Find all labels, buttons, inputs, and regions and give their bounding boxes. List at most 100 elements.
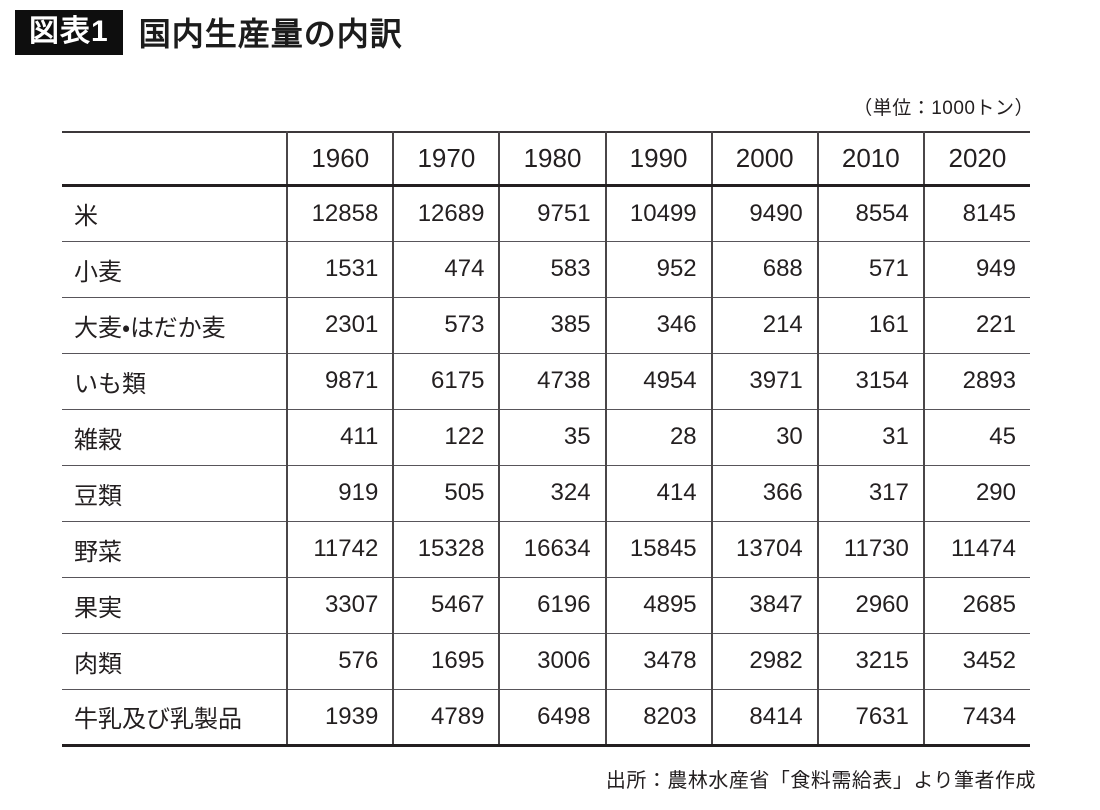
table-body: 米 12858 12689 9751 10499 9490 8554 8145 小麦 1531 47… [62,185,1030,745]
value-cell: 11742 [286,521,394,577]
value-cell: 30 [710,409,818,465]
value-cell: 11730 [816,521,924,577]
value-cell: 317 [816,465,924,521]
row-label: 小麦 [74,258,122,286]
row-label: 牛乳及び乳製品 [74,706,242,733]
value-cell: 11474 [922,521,1030,577]
value-cell: 949 [922,241,1030,297]
figure-number-badge: 図表1 [15,9,123,55]
corner-cell [62,132,288,187]
value-cell: 161 [816,297,924,353]
table-row: 野菜 11742 15328 16634 15845 13704 11730 11474 [62,521,1030,577]
value-cell: 474 [392,241,500,297]
value-cell: 8554 [816,185,924,241]
row-label: 野菜 [74,538,122,566]
row-label: 大麦・はだか麦 [74,314,226,342]
value-cell: 6175 [392,353,500,409]
table-row: 果実 3307 5467 6196 4895 3847 2960 2685 [62,577,1030,633]
value-cell: 12858 [286,185,394,241]
value-cell: 411 [286,409,394,465]
value-cell: 3307 [286,577,394,633]
value-cell: 919 [286,465,394,521]
value-cell: 414 [604,465,712,521]
value-cell: 15328 [392,521,500,577]
value-cell: 31 [816,409,924,465]
value-cell: 35 [498,409,606,465]
table-header: 1960 1970 1980 1990 2000 2010 2020 [62,132,1030,187]
value-cell: 6196 [498,577,606,633]
value-cell: 15845 [604,521,712,577]
table-row: 雑穀 411 122 35 28 30 31 45 [62,409,1030,465]
value-cell: 6498 [498,689,606,745]
figure-title: 国内生産量の内訳 [138,16,403,52]
row-label: 果実 [74,594,122,622]
value-cell: 3971 [710,353,818,409]
row-label: 豆類 [74,482,122,510]
value-cell: 221 [922,297,1030,353]
value-cell: 2301 [286,297,394,353]
value-cell: 688 [710,241,818,297]
table-row: 牛乳及び乳製品 1939 4789 6498 8203 8414 7631 7434 [62,689,1030,745]
value-cell: 3452 [922,633,1030,689]
value-cell: 385 [498,297,606,353]
row-label: 雑穀 [74,426,122,454]
table-row: 大麦・はだか麦 2301 573 385 346 214 161 221 [62,297,1030,353]
value-cell: 214 [710,297,818,353]
value-cell: 9871 [286,353,394,409]
value-cell: 7434 [922,689,1030,745]
year-column-header: 1980 [498,132,606,187]
value-cell: 952 [604,241,712,297]
table-row: 豆類 919 505 324 414 366 317 290 [62,465,1030,521]
value-cell: 571 [816,241,924,297]
row-label: いも類 [74,370,146,398]
value-cell: 122 [392,409,500,465]
value-cell: 4789 [392,689,500,745]
production-table: 1960 1970 1980 1990 2000 2010 2020 米 12858 12689… [62,131,1030,747]
unit-note: （単位：1000トン） [853,98,1034,119]
value-cell: 10499 [604,185,712,241]
value-cell: 3847 [710,577,818,633]
source-note: 出所：農林水産省「食料需給表」より筆者作成 [605,770,1036,792]
value-cell: 3215 [816,633,924,689]
value-cell: 346 [604,297,712,353]
value-cell: 324 [498,465,606,521]
year-column-header: 1970 [392,132,500,187]
value-cell: 366 [710,465,818,521]
value-cell: 7631 [816,689,924,745]
figure-header: 図表1 国内生産量の内訳 [15,9,403,55]
value-cell: 4738 [498,353,606,409]
value-cell: 9490 [710,185,818,241]
value-cell: 3006 [498,633,606,689]
table-header-row: 1960 1970 1980 1990 2000 2010 2020 [62,132,1030,187]
value-cell: 576 [286,633,394,689]
value-cell: 12689 [392,185,500,241]
year-column-header: 1960 [286,132,394,187]
value-cell: 2685 [922,577,1030,633]
value-cell: 8145 [922,185,1030,241]
value-cell: 2893 [922,353,1030,409]
value-cell: 2960 [816,577,924,633]
value-cell: 45 [922,409,1030,465]
value-cell: 3478 [604,633,712,689]
year-column-header: 2000 [710,132,818,187]
row-label: 米 [74,203,98,230]
value-cell: 4895 [604,577,712,633]
value-cell: 5467 [392,577,500,633]
value-cell: 1939 [286,689,394,745]
table-row: いも類 9871 6175 4738 4954 3971 3154 2893 [62,353,1030,409]
year-column-header: 2010 [816,132,924,187]
value-cell: 1695 [392,633,500,689]
table-row: 肉類 576 1695 3006 3478 2982 3215 3452 [62,633,1030,689]
value-cell: 2982 [710,633,818,689]
value-cell: 9751 [498,185,606,241]
value-cell: 4954 [604,353,712,409]
value-cell: 8414 [710,689,818,745]
value-cell: 505 [392,465,500,521]
value-cell: 1531 [286,241,394,297]
value-cell: 573 [392,297,500,353]
value-cell: 13704 [710,521,818,577]
value-cell: 28 [604,409,712,465]
year-column-header: 1990 [604,132,712,187]
table-row: 米 12858 12689 9751 10499 9490 8554 8145 [62,185,1030,241]
